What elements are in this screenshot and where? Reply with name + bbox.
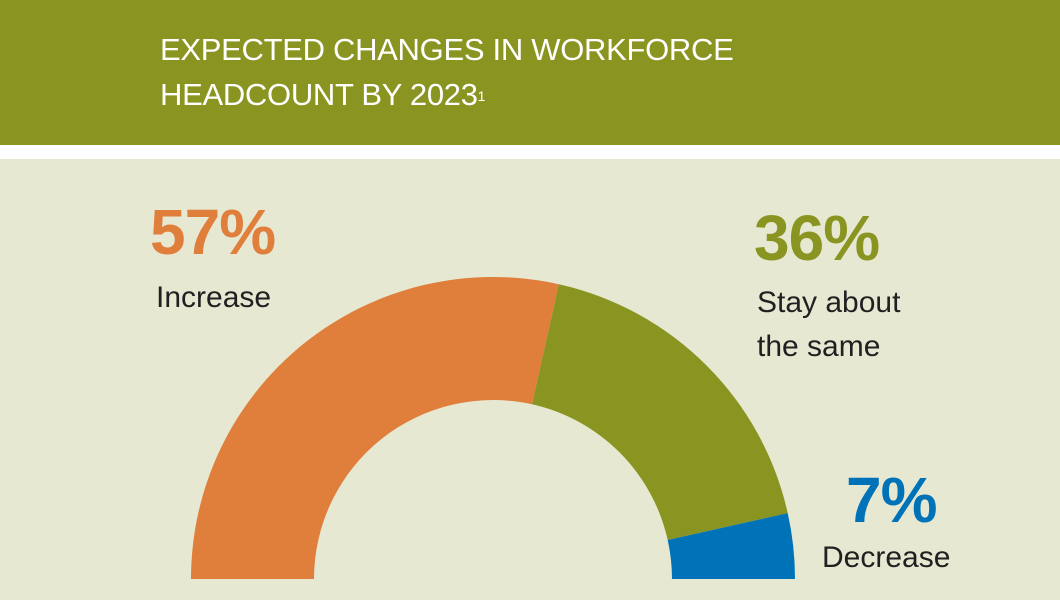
segment-stay-same (532, 284, 788, 540)
same-percent: 36% (754, 202, 880, 274)
increase-label: Increase (156, 281, 272, 314)
decrease-percent: 7% (846, 464, 937, 536)
segment-decrease (667, 513, 795, 579)
same-label-line-2: the same (757, 330, 881, 363)
header-banner: EXPECTED CHANGES IN WORKFORCE HEADCOUNT … (0, 0, 1060, 145)
title-line-1: EXPECTED CHANGES IN WORKFORCE (160, 32, 734, 67)
footnote-marker: 1 (477, 88, 486, 104)
decrease-label: Decrease (822, 541, 951, 574)
same-label: Stay about the same (757, 281, 900, 369)
title-line-2: HEADCOUNT BY 2023 (160, 77, 478, 112)
increase-percent: 57% (150, 196, 276, 268)
divider (0, 145, 1060, 159)
segment-increase (191, 276, 559, 579)
chart-title: EXPECTED CHANGES IN WORKFORCE HEADCOUNT … (160, 27, 734, 117)
same-label-line-1: Stay about (757, 286, 901, 319)
